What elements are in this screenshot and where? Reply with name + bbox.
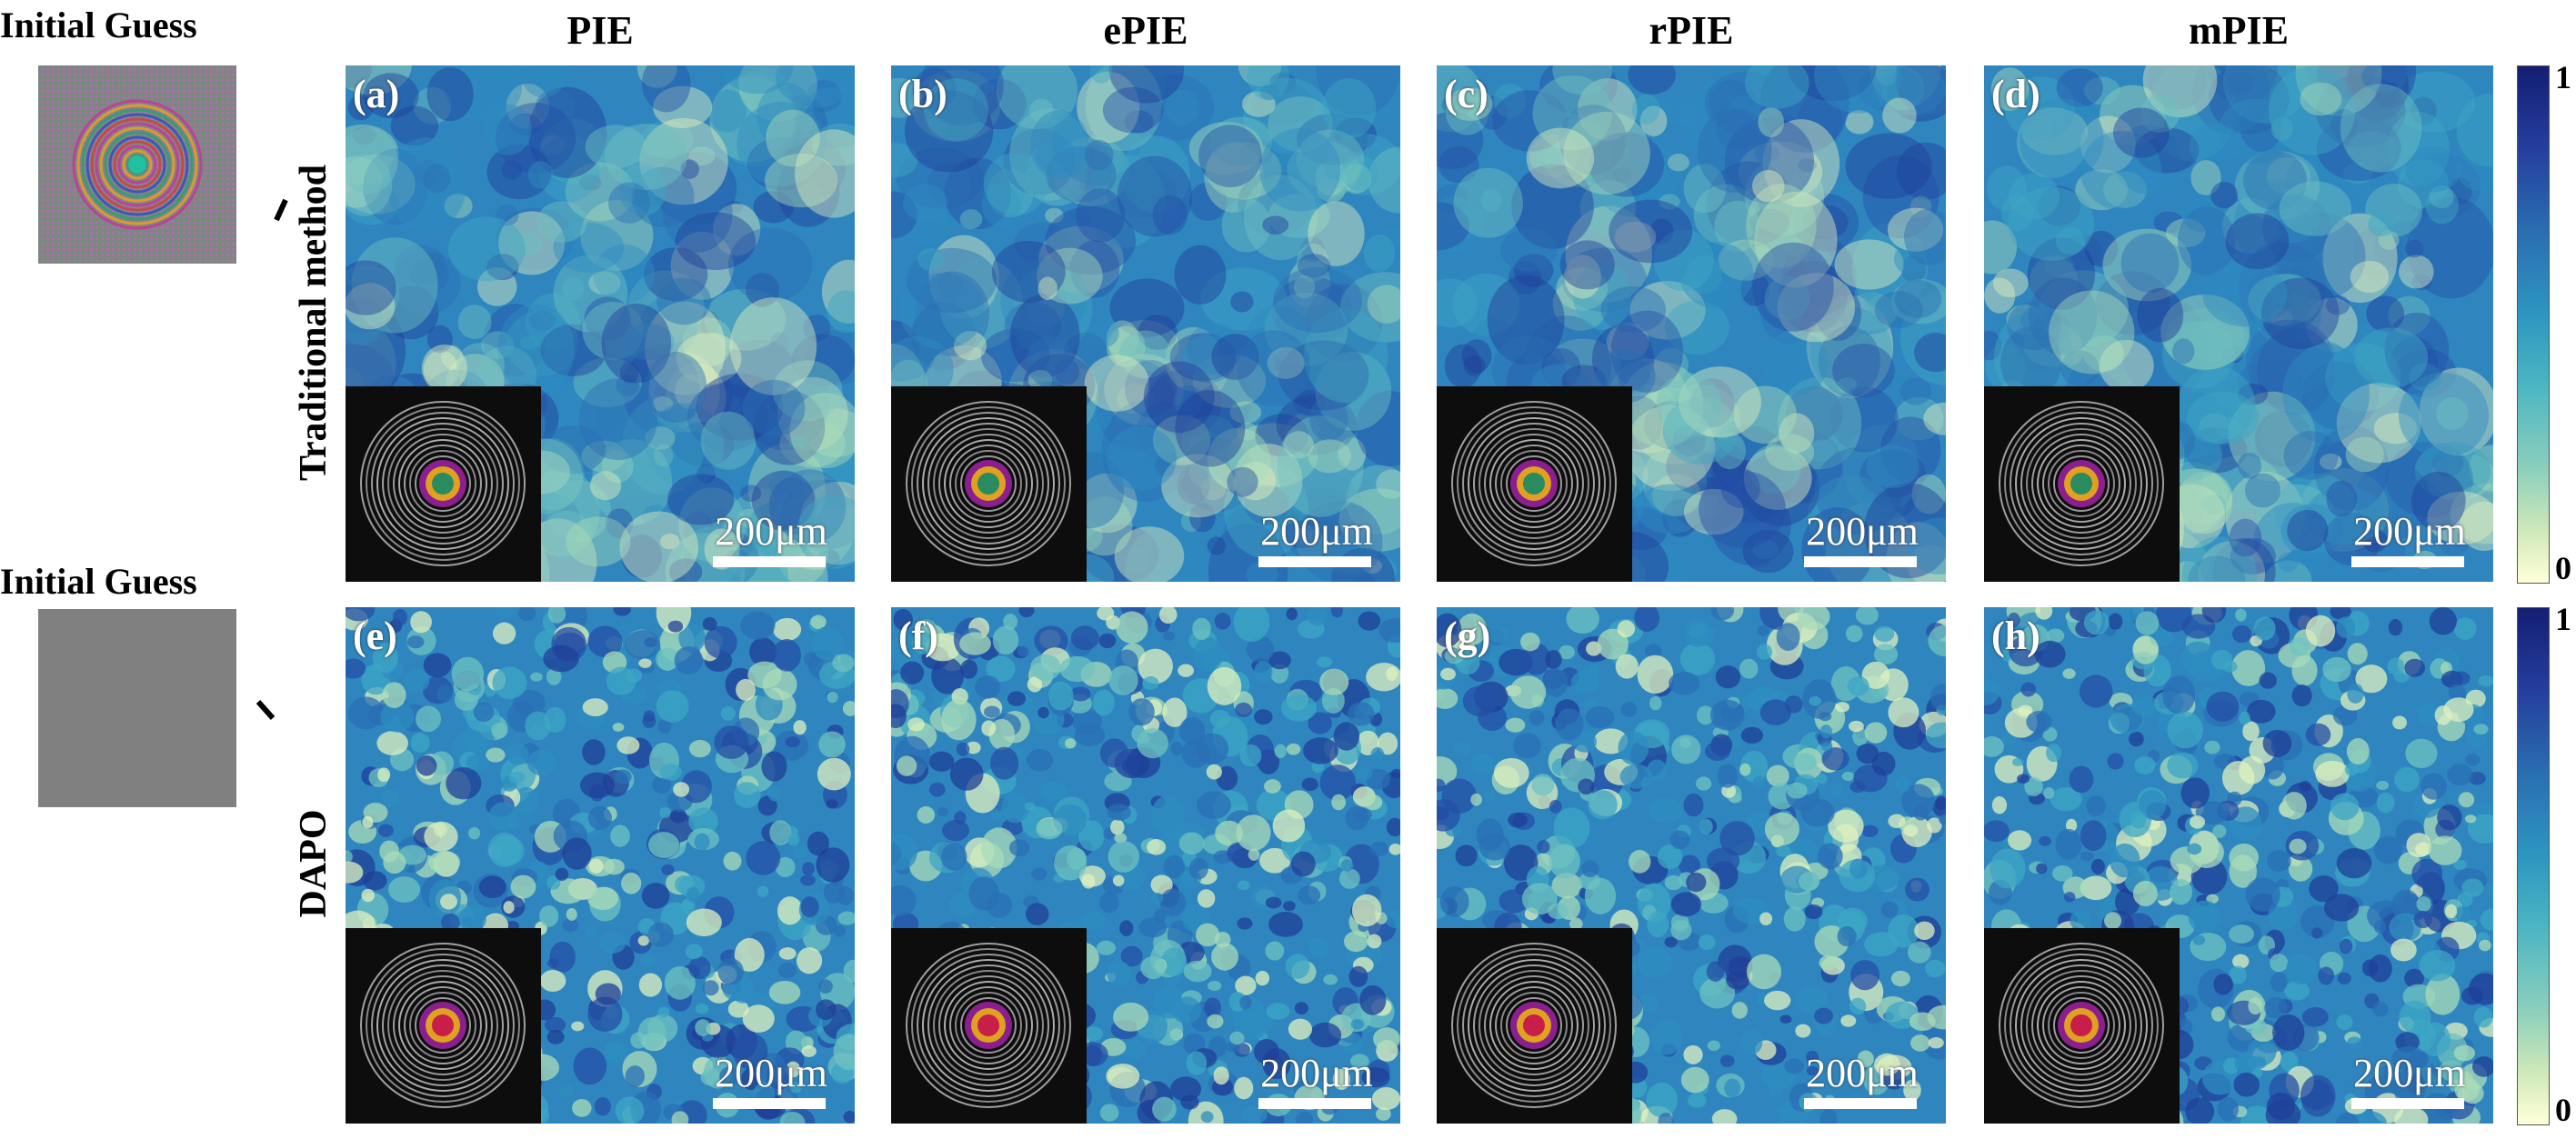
colorbar-bottom-min-label: 0 — [2555, 1092, 2571, 1128]
panel-e: (e) 200μm — [346, 607, 855, 1124]
probe-inset-image — [1984, 928, 2180, 1124]
scale-bar-label: 200μm — [715, 509, 827, 554]
panel-label: (h) — [1991, 614, 2040, 658]
initial-guess-title-2: Initial Guess — [0, 561, 197, 602]
panel-label: (f) — [898, 614, 938, 658]
probe-inset-image — [1437, 928, 1632, 1124]
colorbar-top-max-label: 1 — [2555, 59, 2571, 95]
arrow-icon-2 — [256, 700, 276, 720]
panel-a: (a) 200μm — [346, 65, 855, 582]
scale-bar — [713, 556, 826, 567]
colorbar-top — [2517, 65, 2550, 584]
arrow-icon-1 — [274, 198, 288, 222]
panel-b: (b) 200μm — [891, 65, 1400, 582]
column-title-epie: ePIE — [1103, 8, 1188, 53]
probe-inset-image — [346, 928, 541, 1124]
panel-d: (d) 200μm — [1984, 65, 2493, 582]
scale-bar — [1258, 556, 1371, 567]
scale-bar — [713, 1098, 826, 1109]
probe-inset-image — [1984, 386, 2180, 582]
scale-bar-label: 200μm — [2353, 509, 2466, 554]
scale-bar-label: 200μm — [1260, 509, 1373, 554]
scale-bar-label: 200μm — [715, 1051, 827, 1095]
initial-guess-gray-image — [38, 609, 236, 807]
probe-inset-image — [891, 386, 1087, 582]
scale-bar-label: 200μm — [1260, 1051, 1373, 1095]
panel-label: (c) — [1444, 72, 1488, 116]
scale-bar — [1804, 1098, 1917, 1109]
probe-inset-image — [891, 928, 1087, 1124]
panel-label: (a) — [353, 72, 400, 116]
initial-guess-ring-image — [38, 65, 236, 264]
panel-label: (e) — [353, 614, 397, 658]
scale-bar — [2351, 1098, 2464, 1109]
probe-inset-image — [346, 386, 541, 582]
column-title-rpie: rPIE — [1649, 8, 1734, 53]
row-label-dapo: DAPO — [293, 809, 335, 918]
scale-bar-label: 200μm — [2353, 1051, 2466, 1095]
initial-guess-title-1: Initial Guess — [0, 5, 197, 45]
scale-bar-label: 200μm — [1806, 509, 1919, 554]
probe-inset-image — [1437, 386, 1632, 582]
scale-bar — [1804, 556, 1917, 567]
panel-label: (b) — [898, 72, 947, 116]
scale-bar — [1258, 1098, 1371, 1109]
column-title-mpie: mPIE — [2189, 8, 2289, 53]
panel-image — [346, 65, 855, 582]
panel-h: (h) 200μm — [1984, 607, 2493, 1124]
scale-bar — [2351, 556, 2464, 567]
panel-c: (c) 200μm — [1437, 65, 1946, 582]
row-label-traditional: Traditional method — [293, 164, 335, 482]
colorbar-top-min-label: 0 — [2555, 550, 2571, 586]
panel-f: (f) 200μm — [891, 607, 1400, 1124]
panel-label: (g) — [1444, 614, 1491, 658]
colorbar-bottom-max-label: 1 — [2555, 601, 2571, 637]
colorbar-bottom — [2517, 607, 2550, 1125]
panel-g: (g) 200μm — [1437, 607, 1946, 1124]
scale-bar-label: 200μm — [1806, 1051, 1919, 1095]
column-title-pie: PIE — [566, 8, 634, 53]
panel-label: (d) — [1991, 72, 2040, 116]
